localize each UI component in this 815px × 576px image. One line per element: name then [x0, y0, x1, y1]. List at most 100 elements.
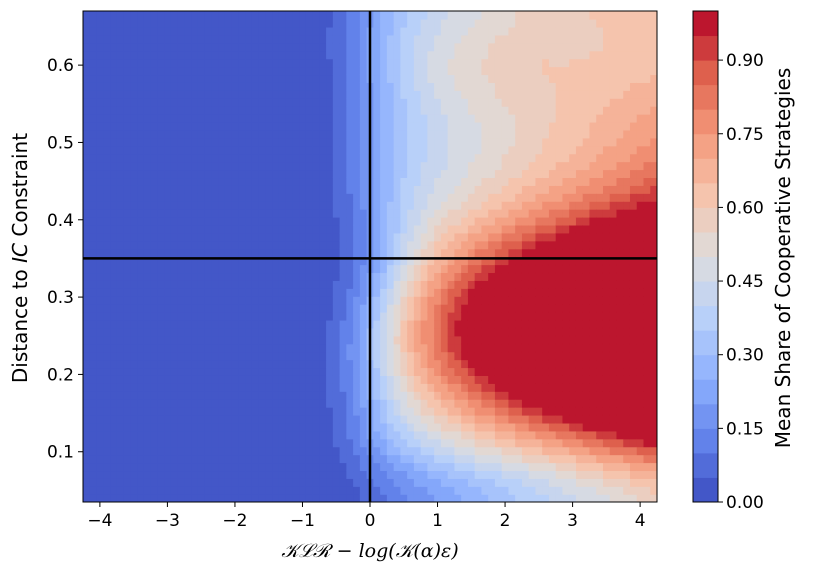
contour-cell: [353, 319, 361, 329]
contour-cell: [184, 462, 192, 472]
contour-cell: [535, 137, 543, 147]
contour-cell: [332, 454, 341, 464]
contour-cell: [535, 201, 543, 210]
contour-cell: [103, 145, 111, 155]
contour-cell: [407, 161, 415, 171]
contour-cell: [562, 66, 570, 76]
contour-cell: [110, 422, 118, 432]
contour-cell: [420, 137, 429, 147]
contour-cell: [292, 121, 300, 131]
contour-cell: [197, 422, 206, 432]
contour-cell: [623, 296, 631, 305]
contour-cell: [96, 169, 104, 179]
contour-cell: [339, 224, 348, 234]
contour-cell: [116, 422, 125, 432]
contour-cell: [562, 383, 570, 392]
contour-cell: [110, 288, 118, 297]
contour-cell: [292, 74, 300, 83]
contour-cell: [528, 224, 537, 234]
contour-cell: [312, 248, 321, 258]
contour-cell: [305, 161, 314, 171]
contour-cell: [454, 288, 462, 297]
contour-cell: [285, 359, 294, 369]
contour-cell: [292, 399, 300, 408]
contour-cell: [299, 280, 307, 289]
contour-cell: [407, 438, 415, 448]
contour-cell: [494, 113, 503, 123]
contour-cell: [326, 82, 334, 91]
contour-cell: [582, 106, 591, 115]
contour-cell: [89, 304, 98, 313]
contour-cell: [110, 18, 118, 28]
contour-cell: [123, 193, 131, 202]
contour-cell: [380, 351, 388, 361]
contour-cell: [373, 129, 381, 139]
contour-cell: [515, 153, 523, 163]
contour-cell: [292, 82, 300, 91]
contour-cell: [326, 58, 334, 68]
contour-cell: [569, 470, 577, 479]
contour-cell: [589, 113, 597, 123]
contour-cell: [582, 153, 591, 163]
contour-cell: [272, 406, 280, 416]
contour-cell: [197, 335, 206, 345]
contour-cell: [143, 26, 152, 36]
contour-cell: [548, 106, 557, 115]
contour-cell: [602, 216, 611, 226]
contour-cell: [359, 264, 368, 274]
contour-cell: [447, 185, 456, 194]
contour-cell: [116, 406, 125, 416]
contour-cell: [542, 311, 550, 321]
contour-cell: [467, 42, 476, 52]
contour-cell: [461, 311, 469, 321]
contour-cell: [312, 66, 321, 76]
contour-cell: [339, 50, 348, 60]
contour-cell: [137, 351, 145, 361]
contour-cell: [292, 422, 300, 432]
contour-cell: [299, 145, 307, 155]
contour-cell: [528, 351, 537, 361]
contour-cell: [339, 391, 348, 400]
contour-cell: [272, 11, 280, 20]
contour-cell: [326, 327, 334, 337]
contour-cell: [83, 185, 91, 194]
contour-cell: [461, 343, 469, 353]
contour-cell: [528, 74, 537, 83]
contour-cell: [393, 280, 402, 289]
contour-cell: [238, 367, 246, 376]
contour-cell: [245, 399, 253, 408]
contour-cell: [467, 414, 476, 424]
contour-cell: [481, 406, 489, 416]
contour-cell: [555, 264, 564, 274]
contour-cell: [589, 414, 597, 424]
contour-cell: [555, 185, 564, 194]
contour-cell: [474, 50, 483, 60]
contour-cell: [434, 129, 442, 139]
contour-cell: [434, 106, 442, 115]
contour-cell: [218, 106, 226, 115]
contour-cell: [515, 129, 523, 139]
contour-cell: [400, 343, 408, 353]
contour-cell: [170, 11, 179, 20]
contour-cell: [555, 216, 564, 226]
contour-cell: [515, 296, 523, 305]
contour-cell: [393, 319, 402, 329]
contour-cell: [238, 494, 246, 502]
contour-cell: [535, 18, 543, 28]
contour-cell: [467, 145, 476, 155]
contour-cell: [542, 256, 550, 266]
contour-cell: [609, 82, 618, 91]
contour-cell: [150, 11, 158, 20]
contour-cell: [211, 193, 219, 202]
contour-cell: [508, 26, 516, 36]
contour-cell: [299, 137, 307, 147]
contour-cell: [157, 185, 165, 194]
contour-cell: [501, 430, 510, 440]
contour-cell: [326, 34, 334, 44]
contour-cell: [481, 240, 489, 250]
contour-cell: [211, 256, 219, 266]
contour-cell: [420, 74, 429, 83]
contour-cell: [353, 264, 361, 274]
contour-cell: [258, 34, 267, 44]
contour-cell: [474, 470, 483, 479]
